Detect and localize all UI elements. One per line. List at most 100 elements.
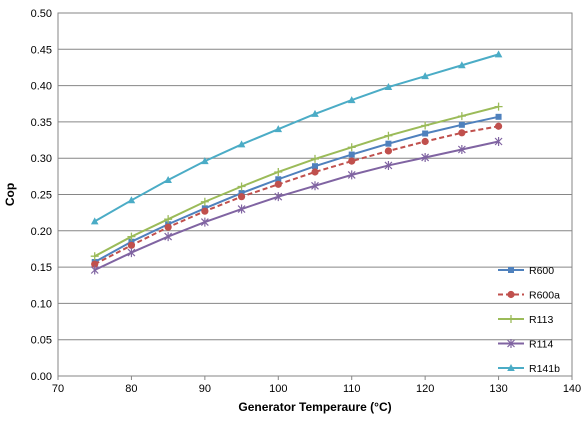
data-point xyxy=(274,180,282,188)
data-point xyxy=(347,96,356,104)
data-point xyxy=(458,129,466,137)
data-point xyxy=(348,151,355,158)
data-point xyxy=(311,181,319,191)
legend-item: R600a xyxy=(498,290,560,302)
data-point xyxy=(164,232,173,242)
x-tick-label: 110 xyxy=(343,383,361,395)
data-point xyxy=(90,265,99,275)
legend-label: R600 xyxy=(529,265,554,277)
series-line xyxy=(94,115,499,263)
legend-item: R113 xyxy=(498,314,553,326)
x-tick-label: 120 xyxy=(416,383,434,395)
data-point xyxy=(311,168,319,176)
data-point xyxy=(384,83,393,91)
data-point xyxy=(164,175,172,183)
data-point xyxy=(237,140,246,148)
data-point xyxy=(201,207,209,215)
y-tick-label: 0.45 xyxy=(31,44,52,56)
data-point xyxy=(312,163,318,170)
data-point xyxy=(421,121,430,130)
data-point xyxy=(311,109,319,117)
legend-label: R113 xyxy=(529,314,553,326)
data-point xyxy=(384,131,393,140)
data-point xyxy=(495,113,502,120)
data-point xyxy=(90,252,99,261)
y-tick-label: 0.15 xyxy=(31,262,52,274)
series-r113 xyxy=(90,102,503,261)
y-tick-label: 0.00 xyxy=(31,371,52,383)
y-axis-title: Cop xyxy=(3,183,17,206)
data-point xyxy=(274,167,283,176)
x-tick-label: 80 xyxy=(125,383,137,395)
data-point xyxy=(238,190,245,197)
legend-marker xyxy=(508,267,514,273)
x-axis-title: Generator Temperaure (°C) xyxy=(238,400,391,414)
series-r114 xyxy=(90,137,503,275)
data-point xyxy=(90,217,99,225)
data-point xyxy=(458,61,466,69)
data-point xyxy=(164,223,172,231)
data-point xyxy=(275,176,282,183)
data-point xyxy=(274,192,283,202)
data-point xyxy=(421,152,430,162)
legend-marker xyxy=(507,315,515,323)
data-point xyxy=(201,157,209,165)
x-tick-label: 100 xyxy=(269,383,287,395)
data-point xyxy=(91,260,99,268)
data-point xyxy=(384,147,393,155)
data-point xyxy=(347,143,356,152)
y-tick-label: 0.50 xyxy=(31,8,52,20)
data-point xyxy=(494,137,503,147)
x-tick-label: 70 xyxy=(52,383,64,395)
data-point xyxy=(348,157,356,165)
data-point xyxy=(385,140,392,147)
data-point xyxy=(237,204,246,214)
data-point xyxy=(494,122,503,130)
legend-label: R141b xyxy=(529,363,560,375)
series-line xyxy=(94,53,499,223)
data-point xyxy=(494,50,503,58)
y-axis-ticks: 0.00 0.05 0.10 0.15 0.20 0.25 0.30 0.35 0.40 0.45… xyxy=(31,8,52,383)
legend-marker xyxy=(507,290,515,299)
y-tick-label: 0.10 xyxy=(31,298,52,310)
y-tick-label: 0.40 xyxy=(31,81,52,93)
data-point xyxy=(237,193,246,201)
data-point xyxy=(457,112,466,121)
legend: R600 R600a R113 R114 R141b xyxy=(498,265,560,375)
data-point xyxy=(384,160,393,170)
x-tick-label: 140 xyxy=(563,383,581,395)
data-point xyxy=(422,130,429,137)
data-point xyxy=(127,241,136,249)
data-point xyxy=(421,72,429,80)
series-line xyxy=(94,140,499,271)
legend-item: R114 xyxy=(498,339,553,351)
series-r600a xyxy=(91,122,503,268)
series-line xyxy=(94,105,499,258)
y-tick-label: 0.25 xyxy=(31,190,52,202)
legend-marker xyxy=(507,339,515,348)
y-tick-label: 0.05 xyxy=(31,335,52,347)
data-point xyxy=(458,121,465,128)
x-tick-label: 130 xyxy=(489,383,507,395)
data-point xyxy=(200,217,209,227)
series-line xyxy=(94,125,499,266)
legend-marker xyxy=(507,364,515,371)
data-point xyxy=(347,170,356,180)
data-point xyxy=(200,197,209,206)
data-point xyxy=(128,238,135,245)
data-point xyxy=(494,102,503,111)
data-point xyxy=(164,215,173,224)
y-tick-label: 0.20 xyxy=(31,226,52,238)
y-tick-label: 0.35 xyxy=(31,117,52,129)
legend-label: R114 xyxy=(529,339,553,351)
y-tick-label: 0.30 xyxy=(31,153,52,165)
series-group xyxy=(90,50,503,275)
series-r141b xyxy=(90,50,503,225)
data-point xyxy=(274,125,283,133)
data-point xyxy=(311,154,319,163)
x-tick-label: 90 xyxy=(199,383,211,395)
legend-label: R600a xyxy=(529,290,560,302)
data-point xyxy=(237,182,246,191)
